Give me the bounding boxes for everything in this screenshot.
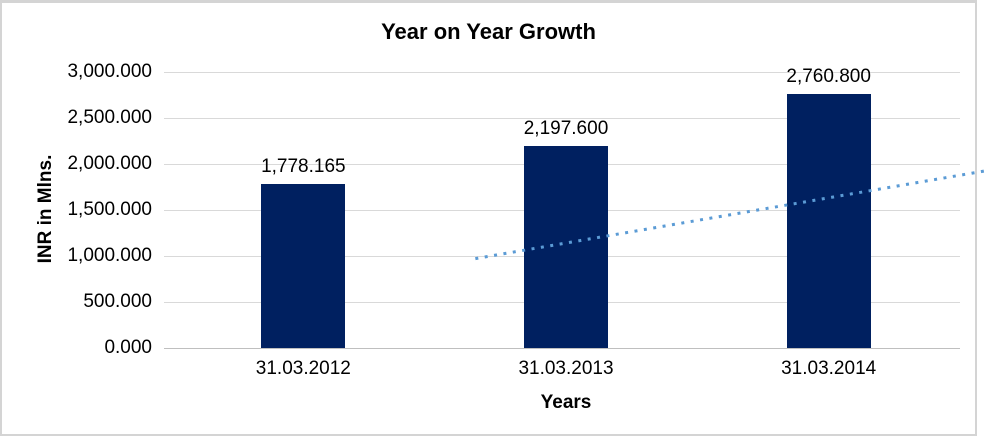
x-tick-label: 31.03.2013 xyxy=(518,358,614,379)
y-tick-label: 500.000 xyxy=(83,291,152,312)
y-tick-label: 2,000.000 xyxy=(67,153,152,174)
bar xyxy=(524,145,608,348)
x-tick-label: 31.03.2012 xyxy=(255,358,351,379)
bar-value-label: 2,197.600 xyxy=(523,117,609,139)
gridline xyxy=(164,117,960,119)
bar xyxy=(786,94,871,348)
bar-value-label: 1,778.165 xyxy=(261,156,346,178)
gridline xyxy=(164,71,960,73)
y-tick-label: 1,500.000 xyxy=(67,199,152,220)
trendline-path xyxy=(475,169,985,261)
y-tick-label: 0.000 xyxy=(104,337,152,358)
x-axis-title: Years xyxy=(540,392,592,413)
bar xyxy=(261,184,346,348)
gridline xyxy=(164,347,960,349)
y-tick-label: 2,500.000 xyxy=(67,107,152,128)
trendline xyxy=(475,169,985,261)
bar-value-label: 2,760.800 xyxy=(786,66,871,87)
chart-title: Year on Year Growth xyxy=(381,19,596,44)
x-tick-label: 31.03.2014 xyxy=(781,358,877,379)
plot-area xyxy=(164,71,985,349)
y-tick-label: 1,000.000 xyxy=(67,245,152,266)
y-tick-label: 3,000.000 xyxy=(67,61,152,82)
